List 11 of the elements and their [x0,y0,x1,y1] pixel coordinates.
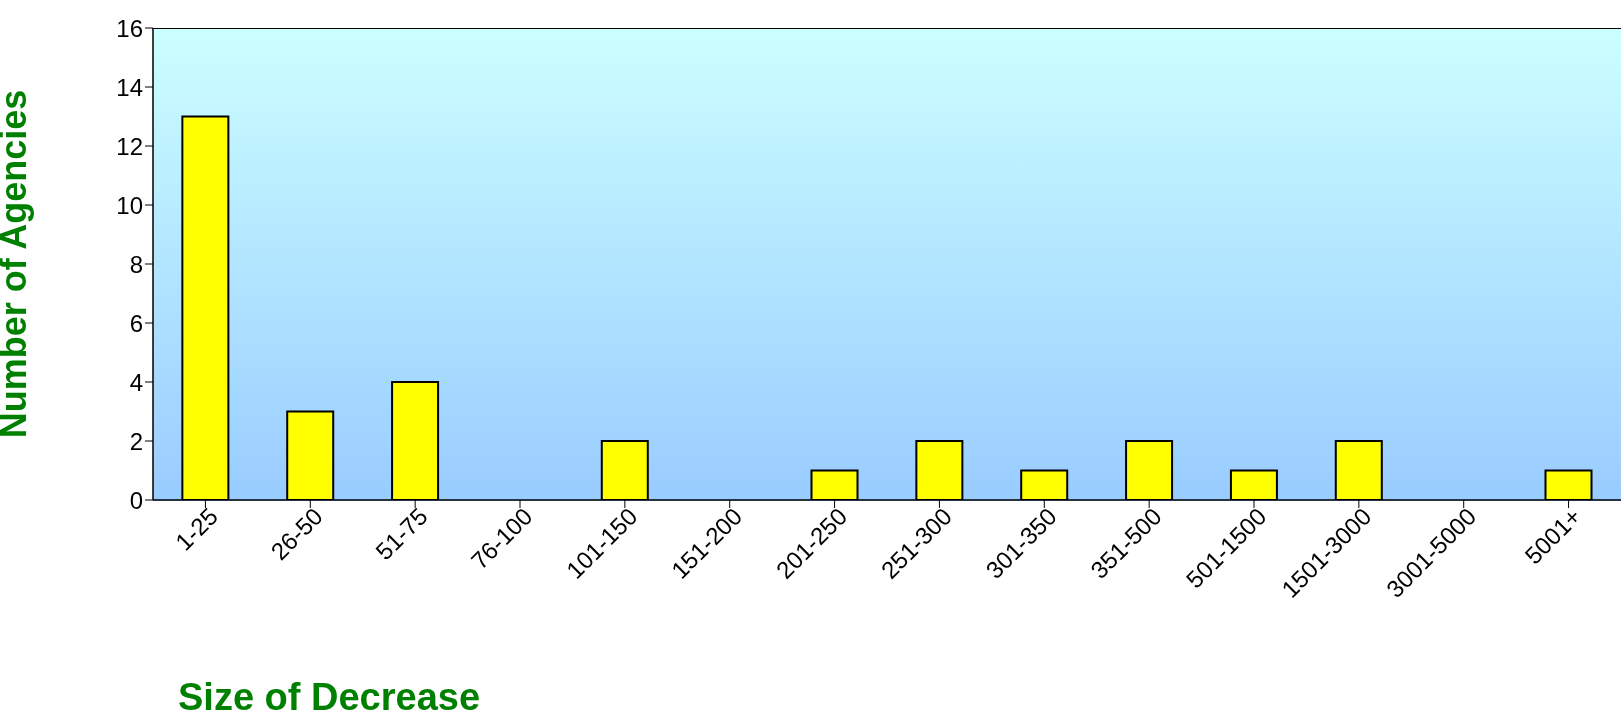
x-axis-title: Size of Decrease [178,676,481,719]
y-tick-label: 10 [116,191,143,219]
y-tick-label: 16 [116,14,143,42]
y-tick-label: 14 [116,73,143,101]
y-tick-label: 2 [129,427,143,455]
y-tick-label: 4 [129,368,143,396]
y-axis-title: Number of Agencies [0,89,34,439]
y-tick-label: 12 [116,132,143,160]
y-tick-label: 8 [129,250,143,278]
y-tick-label: 0 [129,486,143,514]
y-tick-label: 6 [129,309,143,337]
